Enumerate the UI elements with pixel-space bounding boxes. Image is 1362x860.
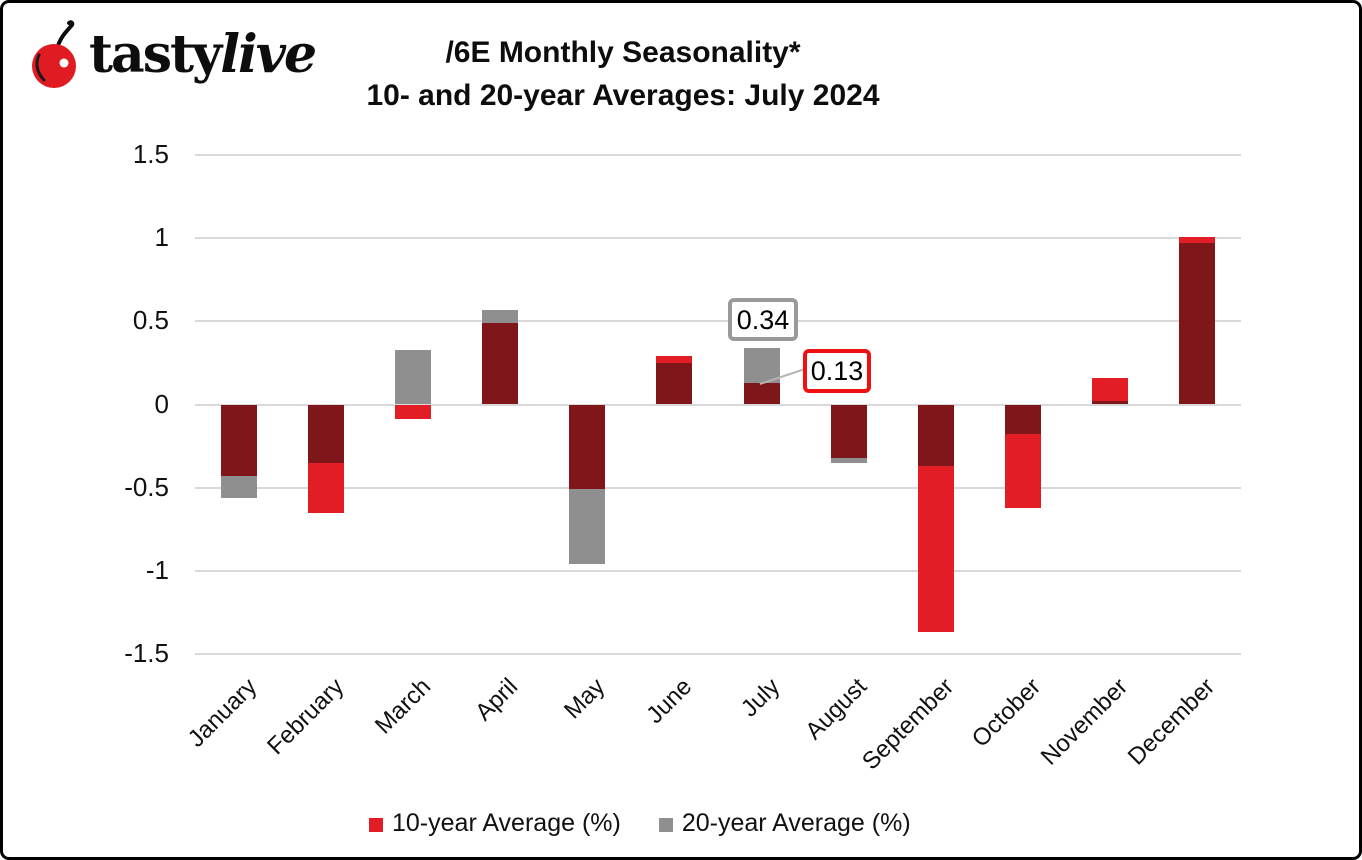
gridline-0 xyxy=(195,403,1241,406)
y-axis-label: 1 xyxy=(154,222,169,253)
legend-swatch-10yr-icon xyxy=(369,818,383,832)
bar-october-overlap xyxy=(1005,404,1042,435)
plot-area: 1.5 1 0.5 0 -0.5 -1 -1.5 January February March Ap… xyxy=(3,3,1359,857)
logo-tasty: tasty xyxy=(89,24,222,85)
bar-december-overlap xyxy=(1179,243,1216,405)
bar-april-overlap xyxy=(482,323,519,405)
y-axis-label: 0 xyxy=(154,388,169,419)
y-axis-label: 0.5 xyxy=(132,305,169,336)
legend-label-20yr: 20-year Average (%) xyxy=(681,809,911,837)
legend-swatch-20yr-icon xyxy=(658,818,673,832)
bar-november-10yr xyxy=(1092,377,1129,402)
bar-june-overlap xyxy=(656,362,693,405)
cherry-icon xyxy=(32,20,76,88)
bar-july-20yr xyxy=(743,347,780,383)
bar-november-overlap xyxy=(1092,401,1129,405)
bar-september-10yr xyxy=(917,466,954,633)
bar-april-20yr xyxy=(482,309,519,323)
logo-live: live xyxy=(220,24,317,85)
bar-may-overlap xyxy=(569,404,606,490)
bar-march-10yr xyxy=(394,404,431,420)
bar-may-20yr xyxy=(569,489,606,565)
legend-item-10yr: 10-year Average (%) xyxy=(369,809,621,838)
legend-item-20yr: 20-year Average (%) xyxy=(658,809,911,838)
gridline-1.5 xyxy=(195,154,1241,157)
gridline-0.5 xyxy=(195,320,1241,323)
bar-december-10yr xyxy=(1179,236,1216,244)
y-axis-label: -1.5 xyxy=(124,637,169,668)
callout-10yr-value: 0.13 xyxy=(810,356,864,386)
title-line-1: /6E Monthly Seasonality* xyxy=(445,36,801,69)
y-axis-label: -0.5 xyxy=(124,471,169,502)
bar-september-overlap xyxy=(917,404,954,467)
bar-january-overlap xyxy=(220,404,257,476)
bar-july-overlap xyxy=(743,382,780,405)
gridline--1.5 xyxy=(195,652,1241,655)
legend-label-10yr: 10-year Average (%) xyxy=(392,809,621,837)
gridline-1 xyxy=(195,237,1241,240)
bar-january-20yr xyxy=(220,476,257,498)
tastylive-logo: tastylive xyxy=(27,19,317,91)
bar-august-20yr xyxy=(830,457,867,463)
y-axis-label: -1 xyxy=(145,554,169,585)
title-line-2: 10- and 20-year Averages: July 2024 xyxy=(366,79,880,112)
logo-text: tastylive xyxy=(89,29,317,81)
callout-20yr-value: 0.34 xyxy=(736,305,790,335)
callout-20yr-july: 0.34 xyxy=(728,298,798,341)
bar-october-10yr xyxy=(1005,434,1042,508)
bar-march-20yr xyxy=(394,349,431,405)
bar-august-overlap xyxy=(830,404,867,458)
bar-june-10yr xyxy=(656,356,693,363)
gridline--0.5 xyxy=(195,486,1241,489)
gridline--1 xyxy=(195,569,1241,572)
callout-10yr-july: 0.13 xyxy=(803,349,871,393)
bar-february-10yr xyxy=(307,462,344,513)
legend: 10-year Average (%) 20-year Average (%) xyxy=(369,809,911,838)
chart-title: /6E Monthly Seasonality* 10- and 20-year… xyxy=(303,31,943,117)
y-axis-label: 1.5 xyxy=(132,139,169,170)
bar-february-overlap xyxy=(307,404,344,463)
